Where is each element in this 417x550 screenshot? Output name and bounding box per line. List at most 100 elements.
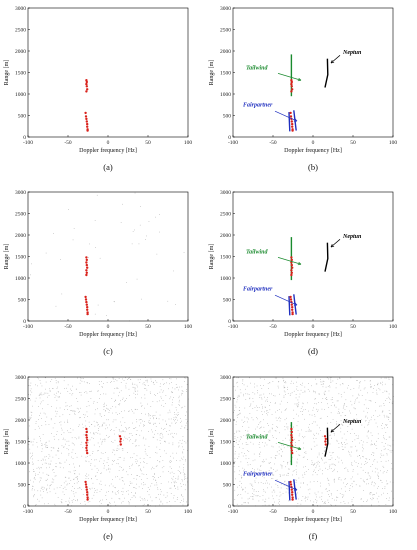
- detection-point: [85, 300, 88, 304]
- x-tick-label: 0: [312, 324, 315, 330]
- chart-panel-c: -100 -50 0 50 100050010001500200025003000Dop…: [4, 190, 192, 356]
- detection-point: [86, 122, 89, 126]
- detection-point: [291, 439, 294, 442]
- y-tick-label: 1500: [220, 71, 231, 77]
- annotation-arrow: [330, 239, 341, 248]
- annotation-arrow: [330, 424, 341, 433]
- x-tick-label: 0: [107, 509, 110, 515]
- detection-point: [85, 82, 88, 86]
- annotation-arrow: [274, 110, 298, 122]
- y-tick-label: 1000: [220, 276, 231, 282]
- y-axis-label: Range [m]: [4, 429, 10, 455]
- y-tick-label: 2500: [15, 28, 26, 34]
- clutter-noise: [233, 377, 394, 507]
- arrow-head-icon: [297, 446, 302, 451]
- annotation-fairpartner: Fairpartner: [243, 102, 273, 108]
- detection-point: [85, 90, 88, 93]
- detection-point: [291, 122, 294, 126]
- detection-point: [85, 256, 88, 259]
- annotation-arrow: [274, 479, 298, 491]
- detection-point: [118, 435, 122, 438]
- detection-point: [290, 85, 293, 88]
- y-tick-label: 2500: [15, 397, 26, 403]
- y-tick-label: 500: [18, 483, 27, 489]
- annotation-neptun: Neptun: [342, 234, 362, 240]
- detection-point: [84, 115, 88, 118]
- x-tick-label: 50: [145, 324, 151, 330]
- x-tick-label: 50: [350, 324, 356, 330]
- y-axis-label: Range [m]: [209, 60, 215, 86]
- detection-point: [85, 85, 89, 88]
- detection-point: [290, 303, 293, 306]
- y-tick-label: 2000: [15, 418, 26, 424]
- y-tick-label: 2000: [15, 233, 26, 239]
- track-fairpartner: [288, 112, 291, 132]
- plot-frame: [232, 191, 394, 322]
- chart-panel-d: -100 -50 0 50 100050010001500200025003000Dop…: [209, 190, 397, 356]
- detection-point: [291, 498, 294, 501]
- panel-label: (f): [309, 531, 318, 541]
- y-tick-label: 2000: [220, 418, 231, 424]
- x-tick-label: -100: [23, 324, 33, 330]
- detection-point: [290, 430, 293, 434]
- detection-point: [85, 120, 89, 123]
- y-tick-label: 2000: [220, 233, 231, 239]
- detection-point: [291, 451, 294, 455]
- annotation-tailwind: Tailwind: [246, 65, 268, 71]
- detection-point: [86, 496, 89, 499]
- detection-point: [85, 303, 89, 306]
- detection-point: [84, 111, 87, 115]
- track-fairpartner: [288, 296, 291, 316]
- x-tick-label: -50: [269, 324, 277, 330]
- detection-point: [85, 273, 88, 277]
- x-axis-label: Doppler frequency [Hz]: [284, 516, 342, 523]
- annotation-tailwind: Tailwind: [246, 434, 268, 440]
- y-tick-label: 1500: [15, 71, 26, 77]
- detection-point: [85, 117, 88, 121]
- y-tick-label: 0: [23, 319, 26, 325]
- annotation-fairpartner: Fairpartner: [243, 471, 273, 477]
- x-axis-label: Doppler frequency [Hz]: [79, 147, 137, 154]
- y-tick-label: 3000: [220, 6, 231, 12]
- detection-point: [119, 443, 123, 446]
- detection-point: [289, 298, 293, 301]
- y-tick-label: 1500: [15, 255, 26, 261]
- plot-frame: [27, 191, 189, 322]
- annotation-arrow: [274, 294, 298, 306]
- x-axis-label: Doppler frequency [Hz]: [79, 516, 137, 523]
- x-tick-label: -100: [228, 140, 238, 146]
- y-tick-label: 3000: [15, 375, 26, 381]
- detection-point: [85, 488, 89, 491]
- detection-point: [324, 437, 327, 441]
- track-fairpartner: [293, 294, 297, 315]
- x-tick-label: -100: [228, 509, 238, 515]
- detection-point: [86, 306, 89, 309]
- y-tick-label: 500: [18, 114, 27, 120]
- x-tick-label: 100: [389, 509, 398, 515]
- track-neptun: [324, 58, 329, 88]
- arrow-head-icon: [297, 77, 302, 82]
- detection-point: [290, 80, 293, 84]
- detection-point: [291, 496, 294, 499]
- chart-panel-a: -100 -50 0 50 100050010001500200025003000Dop…: [4, 6, 192, 172]
- x-tick-label: 50: [350, 509, 356, 515]
- y-tick-label: 1000: [220, 92, 231, 98]
- track-fairpartner: [288, 481, 291, 501]
- clutter-noise: [28, 377, 189, 507]
- detection-point: [290, 120, 293, 123]
- detection-point: [291, 88, 294, 91]
- panel-label: (d): [308, 346, 318, 356]
- arrow-head-icon: [297, 261, 302, 266]
- y-tick-label: 500: [18, 298, 27, 304]
- detection-point: [290, 263, 293, 267]
- x-tick-label: -50: [269, 140, 277, 146]
- detection-point: [86, 491, 89, 494]
- chart-panel-f: -100 -50 0 50 100050010001500200025003000Dop…: [209, 375, 397, 541]
- x-axis-label: Doppler frequency [Hz]: [284, 331, 342, 338]
- y-tick-label: 1000: [15, 276, 26, 282]
- detection-point: [290, 79, 293, 82]
- y-tick-label: 0: [23, 135, 26, 141]
- y-tick-label: 1000: [15, 92, 26, 98]
- detection-point: [289, 480, 292, 484]
